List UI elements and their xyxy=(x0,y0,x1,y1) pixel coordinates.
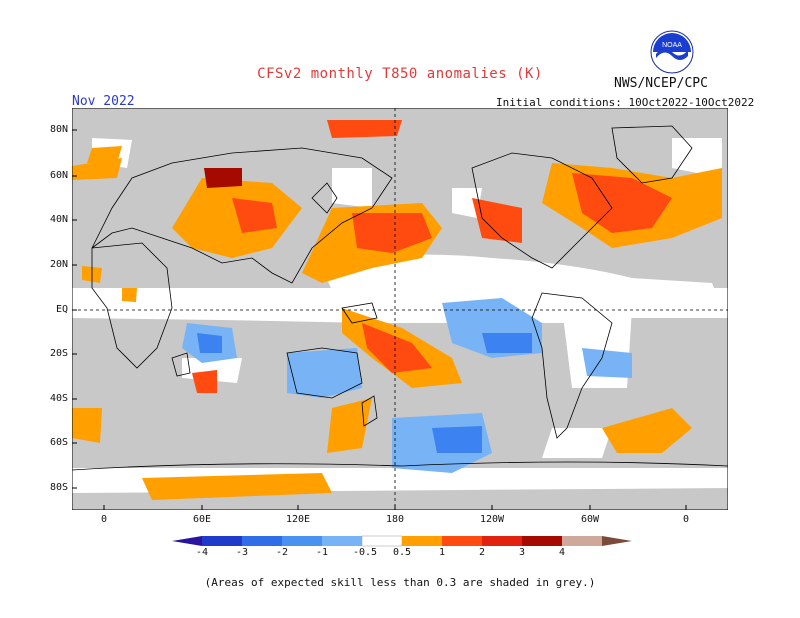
colorbar-cell xyxy=(562,536,602,546)
colorbar xyxy=(172,535,632,547)
lat-label: 20N xyxy=(49,259,68,270)
colorbar-cell xyxy=(361,535,403,547)
colorbar-label: -2 xyxy=(275,547,289,558)
colorbar-cell xyxy=(602,536,632,546)
colorbar-cell xyxy=(482,536,522,546)
lat-label: 60S xyxy=(49,437,68,448)
lon-label: 60W xyxy=(580,514,600,525)
south-america-outline xyxy=(531,292,613,439)
noaa-logo: NOAA xyxy=(650,30,694,74)
antarctic-warm xyxy=(142,473,332,500)
north-america-outline xyxy=(471,152,613,269)
colorbar-label: -3 xyxy=(235,547,249,558)
lon-label: 0 xyxy=(100,514,108,525)
colorbar-cell xyxy=(402,536,442,546)
colorbar-cell xyxy=(282,536,322,546)
lat-label: 40S xyxy=(49,393,68,404)
lat-label: 80S xyxy=(49,482,68,493)
dark-red-core xyxy=(204,168,242,188)
colorbar-cell xyxy=(172,536,202,546)
greenland-outline xyxy=(611,125,693,184)
colorbar-label: 3 xyxy=(518,547,526,558)
lon-label: 120E xyxy=(285,514,311,525)
siberia-warm xyxy=(172,178,302,258)
initial-conditions: Initial conditions: 10Oct2022-10Oct2022 xyxy=(496,96,755,109)
europe-asia-outline xyxy=(91,147,393,284)
colorbar-label: -0.5 xyxy=(352,547,378,558)
lon-label: 180 xyxy=(385,514,405,525)
colorbar-label: -4 xyxy=(195,547,209,558)
colorbar-label: 4 xyxy=(558,547,566,558)
lon-label: 0 xyxy=(682,514,690,525)
colorbar-cell xyxy=(242,536,282,546)
anomaly-map xyxy=(72,108,728,510)
lat-label: EQ xyxy=(55,304,68,315)
lon-label: 120W xyxy=(479,514,505,525)
colorbar-label: 1 xyxy=(438,547,446,558)
arctic-warm xyxy=(327,120,402,138)
skill-footnote: (Areas of expected skill less than 0.3 a… xyxy=(204,576,596,589)
colorbar-cell xyxy=(202,536,242,546)
colorbar-cell xyxy=(522,536,562,546)
antarctica-outline xyxy=(72,461,728,471)
lat-label: 20S xyxy=(49,348,68,359)
agency-label: NWS/NCEP/CPC xyxy=(614,76,708,91)
lat-label: 80N xyxy=(49,124,68,135)
australia-cold xyxy=(287,348,362,398)
lat-label: 40N xyxy=(49,214,68,225)
lat-label: 60N xyxy=(49,170,68,181)
colorbar-cell xyxy=(322,536,362,546)
colorbar-label: 2 xyxy=(478,547,486,558)
forecast-month: Nov 2022 xyxy=(72,94,135,109)
chart-title: CFSv2 monthly T850 anomalies (K) xyxy=(257,66,543,82)
colorbar-cell xyxy=(442,536,482,546)
australia-outline xyxy=(286,347,363,399)
africa-outline xyxy=(91,242,173,369)
lon-label: 60E xyxy=(192,514,212,525)
logo-text: NOAA xyxy=(662,42,682,49)
colorbar-label: -1 xyxy=(315,547,329,558)
colorbar-label: 0.5 xyxy=(392,547,412,558)
